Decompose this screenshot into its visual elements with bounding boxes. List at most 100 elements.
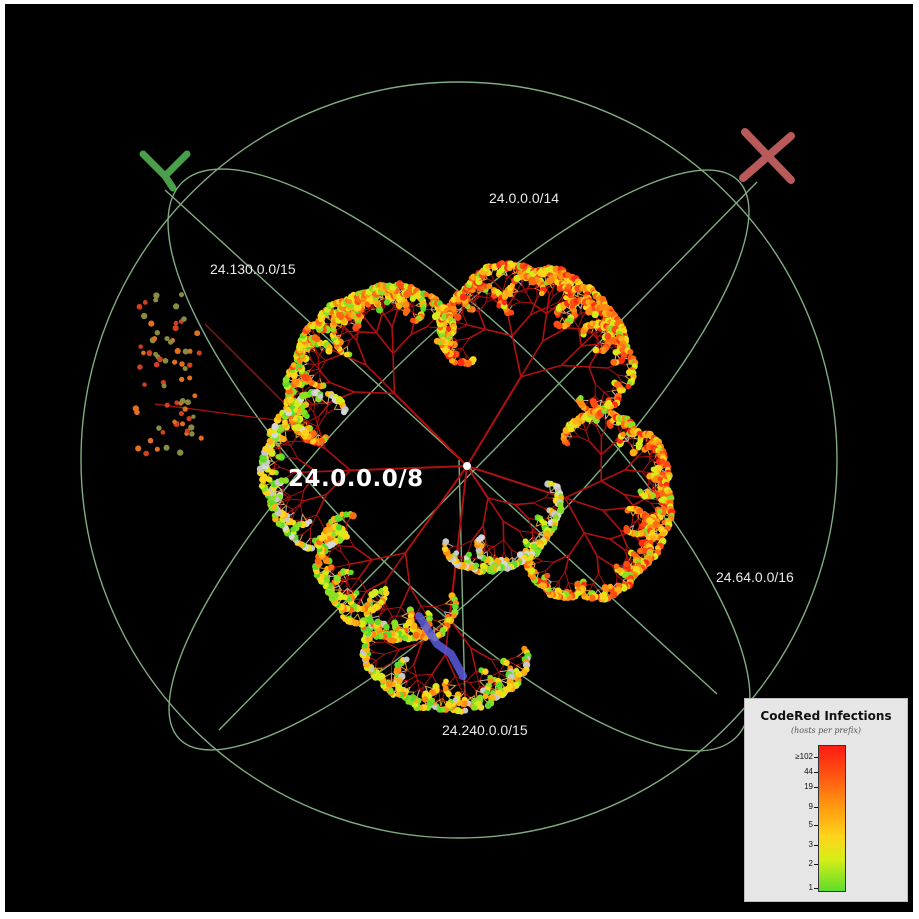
tree-edge: [490, 274, 495, 283]
tree-leaf-node[interactable]: [352, 324, 359, 332]
tree-edge: [592, 573, 599, 584]
tree-leaf-node[interactable]: [553, 320, 561, 328]
tree-leaf-node[interactable]: [609, 336, 618, 345]
tree-leaf-node[interactable]: [446, 326, 452, 332]
tree-edge: [312, 396, 315, 403]
tree-edge: [358, 577, 367, 592]
tree-edge: [586, 590, 591, 595]
tree-edge: [536, 572, 539, 578]
tree-edge: [435, 606, 445, 613]
tree-leaf-node[interactable]: [545, 277, 554, 285]
tree-edge: [552, 291, 560, 298]
tree-edge: [534, 560, 543, 565]
tree-leaf-node[interactable]: [457, 358, 465, 367]
tree-leaf-node[interactable]: [604, 332, 612, 340]
tree-leaf-node[interactable]: [627, 349, 634, 356]
tree-leaf-node[interactable]: [561, 322, 568, 330]
tree-edge: [578, 316, 583, 329]
tree-leaf-node[interactable]: [335, 311, 344, 319]
tree-edge: [544, 491, 551, 499]
tree-edge: [529, 297, 538, 316]
tree-edge: [549, 513, 553, 520]
tree-edge: [469, 328, 486, 339]
tree-leaf-node[interactable]: [496, 303, 502, 309]
tree-diagram[interactable]: [5, 4, 913, 912]
tree-leaf-node[interactable]: [589, 398, 597, 406]
tree-leaf-node[interactable]: [538, 290, 545, 297]
tree-edge: [269, 461, 276, 467]
tree-leaf-node[interactable]: [528, 276, 536, 284]
tree-edge: [290, 445, 299, 460]
tree-edge: [340, 326, 348, 332]
tree-edge: [317, 413, 327, 427]
tree-edge: [346, 518, 351, 525]
tree-edge: [624, 439, 632, 446]
tree-edge: [413, 686, 424, 693]
tree-edge: [406, 669, 417, 676]
tree-edge: [631, 525, 634, 531]
tree-edge: [470, 647, 492, 661]
tree-edge: [465, 354, 471, 359]
tree-edge: [365, 306, 373, 311]
tree-leaf-node[interactable]: [314, 336, 321, 343]
tree-edge: [605, 414, 609, 420]
tree-leaf-node[interactable]: [591, 310, 599, 319]
tree-edge: [448, 545, 454, 550]
tree-leaf-node[interactable]: [619, 346, 625, 353]
tree-leaf-node[interactable]: [291, 362, 297, 368]
tree-edge: [485, 294, 488, 303]
tree-edge: [596, 332, 603, 340]
tree-edge: [628, 556, 632, 561]
tree-edge: [520, 280, 523, 286]
tree-leaf-node[interactable]: [606, 310, 613, 317]
tree-edge: [292, 512, 295, 519]
tree-edge: [369, 657, 377, 662]
tree-edge: [399, 641, 423, 651]
tree-edge: [359, 331, 377, 334]
tree-leaf-node[interactable]: [577, 395, 584, 401]
tree-edge: [349, 577, 360, 591]
tree-leaf-node[interactable]: [610, 358, 618, 366]
tree-leaf-node[interactable]: [459, 293, 468, 301]
tree-edge: [585, 583, 594, 587]
tree-edge: [505, 273, 513, 280]
tree-leaf-node[interactable]: [501, 299, 508, 306]
tree-leaf-node[interactable]: [618, 336, 625, 342]
tree-edge: [285, 496, 291, 506]
tree-leaf-node[interactable]: [486, 283, 493, 290]
tree-edge: [292, 500, 306, 510]
tree-leaf-node[interactable]: [376, 306, 383, 314]
tree-edge: [534, 287, 541, 292]
tree-leaf-node[interactable]: [592, 346, 600, 354]
tree-edge: [624, 437, 629, 442]
tree-edge: [433, 626, 440, 632]
tree-edge: [445, 603, 452, 606]
tree-leaf-node[interactable]: [325, 347, 333, 355]
tree-edge: [588, 366, 597, 385]
tree-leaf-node[interactable]: [291, 377, 298, 385]
tree-edge: [371, 552, 406, 561]
tree-edge: [511, 314, 532, 337]
tree-edge: [304, 351, 309, 356]
tree-leaf-node[interactable]: [346, 298, 353, 304]
tree-leaf-node[interactable]: [343, 351, 350, 358]
tree-edge: [316, 352, 327, 361]
tree-edge: [632, 438, 635, 447]
tree-edge: [471, 295, 480, 298]
tree-edge: [457, 556, 463, 558]
hyperbolic-tree-canvas[interactable]: 24.0.0.0/14 24.130.0.0/15 24.0.0.0/8 24.…: [5, 4, 913, 912]
tree-edge: [577, 327, 582, 347]
tree-leaf-node[interactable]: [625, 383, 632, 390]
tree-leaf-node[interactable]: [599, 346, 607, 355]
tree-edge: [349, 559, 373, 566]
tree-leaf-node[interactable]: [617, 386, 624, 394]
tree-edge: [316, 377, 321, 383]
tree-edge: [568, 532, 585, 556]
tree-leaf-node[interactable]: [565, 283, 572, 290]
tree-edge: [360, 590, 367, 600]
tree-edge: [401, 615, 408, 620]
tree-leaf-node[interactable]: [449, 305, 457, 312]
tree-leaf-node[interactable]: [365, 302, 371, 308]
y-axis-marker: [139, 150, 191, 192]
